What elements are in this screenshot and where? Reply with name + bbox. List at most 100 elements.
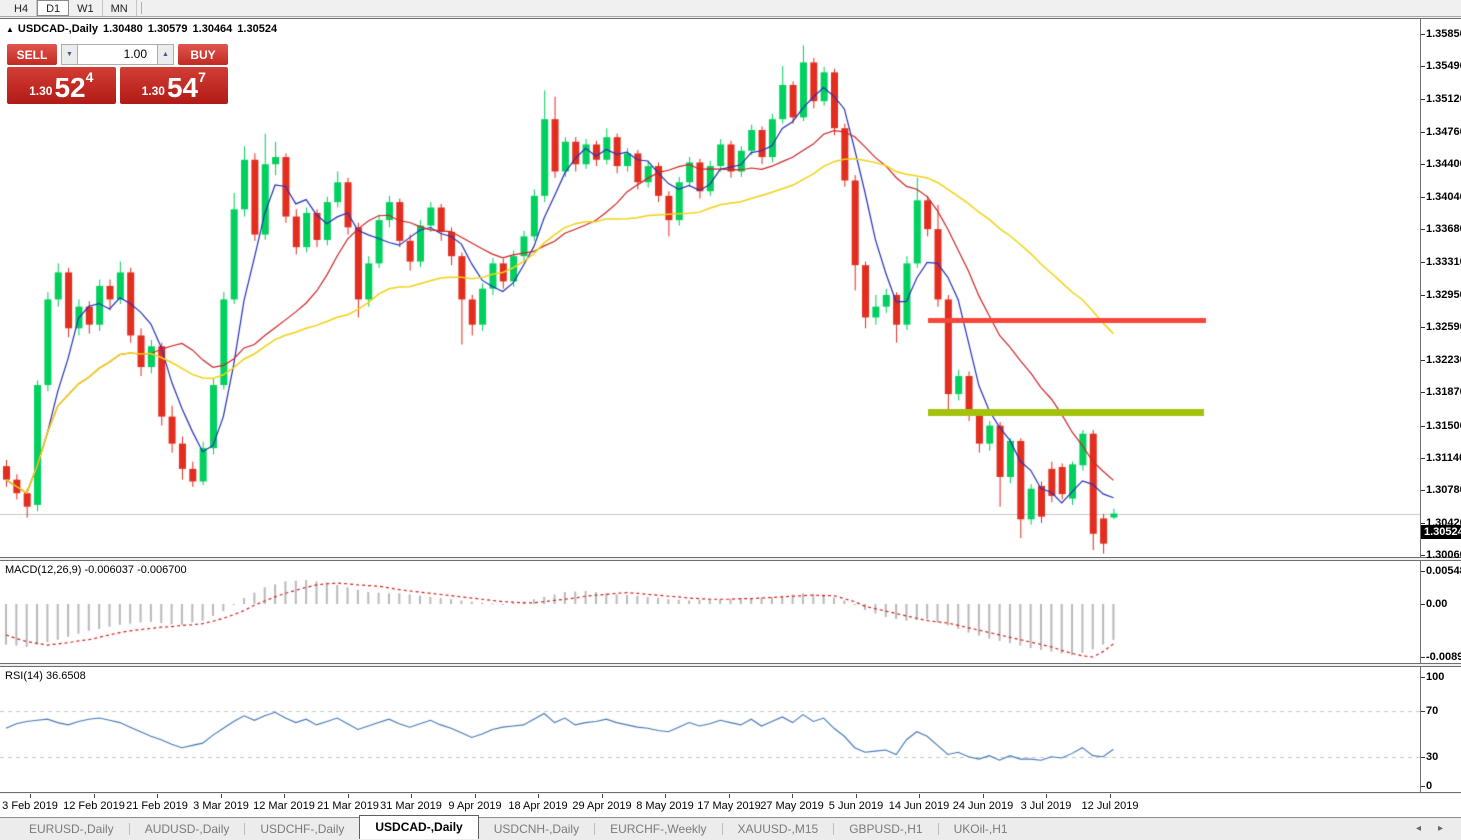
rsi-axis[interactable]: 100 70 30 0 <box>1421 667 1461 792</box>
axis-divider <box>1420 561 1421 663</box>
volume-decrease-button[interactable]: ▼ <box>61 44 78 65</box>
tab-separator <box>244 823 246 835</box>
macd-tick-label: -0.008973 <box>1426 651 1461 663</box>
tab-usdcad-daily[interactable]: USDCAD-,Daily <box>359 815 479 839</box>
date-tick <box>411 794 412 798</box>
rsi-tick-tick <box>1421 677 1425 678</box>
price-tick-tick <box>1421 555 1425 556</box>
bid-big-digits: 52 <box>54 72 86 103</box>
ohlc-close: 1.30524 <box>237 23 278 35</box>
tab-separator <box>833 823 835 835</box>
timeframe-toolbar: H4 D1 W1 MN <box>0 0 1461 17</box>
tab-eurchf-weekly[interactable]: EURCHF-,Weekly <box>610 822 707 836</box>
price-tick-label: 1.31140 <box>1426 452 1461 464</box>
macd-axis[interactable]: 0.005484 0.00 -0.008973 <box>1421 561 1461 663</box>
rsi-label: RSI(14) 36.6508 <box>5 670 86 682</box>
date-label: 31 Mar 2019 <box>380 800 442 812</box>
date-label: 18 Apr 2019 <box>508 800 568 812</box>
rsi-tick-tick <box>1421 757 1425 758</box>
price-tick-label: 1.34760 <box>1426 126 1461 138</box>
rsi-indicator-panel: 100 70 30 0 RSI(14) 36.6508 <box>0 666 1461 793</box>
price-tick-tick <box>1421 523 1425 524</box>
price-tick-label: 1.32230 <box>1426 354 1461 366</box>
price-tick-tick <box>1421 262 1425 263</box>
buy-button[interactable]: BUY <box>178 44 228 65</box>
date-axis[interactable]: 3 Feb 2019 12 Feb 2019 21 Feb 2019 3 Mar 20… <box>0 794 1461 817</box>
price-tick-tick <box>1421 164 1425 165</box>
date-tick <box>983 794 984 798</box>
price-tick-label: 1.35850 <box>1426 28 1461 40</box>
date-tick <box>729 794 730 798</box>
price-chart-panel: 1.35850 1.35490 1.35120 1.34760 1.34400 1.340… <box>0 18 1461 561</box>
ask-pip-digit: 7 <box>198 69 206 85</box>
date-tick <box>856 794 857 798</box>
date-tick <box>665 794 666 798</box>
date-label: 3 Mar 2019 <box>193 800 249 812</box>
candlestick-chart[interactable] <box>0 19 1420 557</box>
tabs-scroll-left-icon[interactable]: ◂ <box>1415 823 1421 834</box>
bid-price-button[interactable]: 1.30 52 4 <box>7 67 116 104</box>
price-tick-label: 1.34040 <box>1426 191 1461 203</box>
price-tick-tick <box>1421 99 1425 100</box>
one-click-trading-widget: SELL ▼ 1.00 ▲ BUY 1.30 52 4 1.30 54 7 <box>7 44 228 104</box>
ohlc-low: 1.30464 <box>192 23 233 35</box>
timeframe-h4-button[interactable]: H4 <box>6 0 38 16</box>
macd-chart[interactable] <box>0 561 1420 663</box>
price-tick-tick <box>1421 132 1425 133</box>
price-tick-tick <box>1421 392 1425 393</box>
tab-usdchf-daily[interactable]: USDCHF-,Daily <box>260 822 345 836</box>
price-axis[interactable]: 1.35850 1.35490 1.35120 1.34760 1.34400 1.340… <box>1421 19 1461 561</box>
tab-audusd-daily[interactable]: AUDUSD-,Daily <box>144 822 230 836</box>
chevron-down-icon: ▼ <box>66 51 73 58</box>
price-tick-tick <box>1421 295 1425 296</box>
volume-increase-button[interactable]: ▲ <box>157 44 174 65</box>
price-tick-tick <box>1421 197 1425 198</box>
price-tick-tick <box>1421 229 1425 230</box>
volume-input[interactable]: 1.00 <box>78 44 157 65</box>
date-tick <box>30 794 31 798</box>
tab-ukoil-h1[interactable]: UKOil-,H1 <box>953 822 1008 836</box>
date-tick <box>221 794 222 798</box>
sell-button[interactable]: SELL <box>7 44 57 65</box>
tab-usdcnh-daily[interactable]: USDCNH-,Daily <box>493 822 580 836</box>
date-label: 12 Feb 2019 <box>63 800 125 812</box>
date-label: 21 Feb 2019 <box>126 800 188 812</box>
price-tick-label: 1.31500 <box>1426 420 1461 432</box>
axis-divider <box>1420 19 1421 557</box>
timeframe-mn-button[interactable]: MN <box>103 0 137 16</box>
price-tick-label: 1.31870 <box>1426 386 1461 398</box>
timeframe-w1-button[interactable]: W1 <box>69 0 103 16</box>
tab-gbpusd-h1[interactable]: GBPUSD-,H1 <box>849 822 923 836</box>
tab-eurusd-daily[interactable]: EURUSD-,Daily <box>29 822 114 836</box>
rsi-tick-tick <box>1421 711 1425 712</box>
date-label: 17 May 2019 <box>697 800 761 812</box>
date-label: 27 May 2019 <box>760 800 824 812</box>
price-tick-label: 1.30060 <box>1426 549 1461 561</box>
collapse-icon[interactable]: ▲ <box>6 25 14 34</box>
tab-separator <box>594 823 596 835</box>
date-tick <box>284 794 285 798</box>
date-label: 12 Jul 2019 <box>1081 800 1139 812</box>
rsi-chart[interactable] <box>0 667 1420 792</box>
macd-indicator-panel: 0.005484 0.00 -0.008973 MACD(12,26,9) -0.0… <box>0 560 1461 664</box>
date-tick <box>1046 794 1047 798</box>
date-tick <box>1110 794 1111 798</box>
date-label: 3 Feb 2019 <box>2 800 58 812</box>
date-tick <box>475 794 476 798</box>
date-label: 21 Mar 2019 <box>317 800 379 812</box>
price-tick-label: 1.35120 <box>1426 93 1461 105</box>
rsi-tick-label: 100 <box>1426 671 1445 683</box>
rsi-tick-tick <box>1421 786 1425 787</box>
macd-label: MACD(12,26,9) -0.006037 -0.006700 <box>5 564 187 576</box>
price-tick-tick <box>1421 490 1425 491</box>
date-label: 24 Jun 2019 <box>952 800 1014 812</box>
ask-price-button[interactable]: 1.30 54 7 <box>119 67 228 104</box>
current-price-badge: 1.30524 <box>1421 524 1461 539</box>
tabs-scroll-right-icon[interactable]: ▸ <box>1437 823 1443 834</box>
date-label: 12 Mar 2019 <box>253 800 315 812</box>
tab-xauusd-m15[interactable]: XAUUSD-,M15 <box>737 822 819 836</box>
tab-separator <box>937 823 939 835</box>
price-tick-tick <box>1421 426 1425 427</box>
price-tick-tick <box>1421 360 1425 361</box>
timeframe-d1-button[interactable]: D1 <box>37 0 70 16</box>
